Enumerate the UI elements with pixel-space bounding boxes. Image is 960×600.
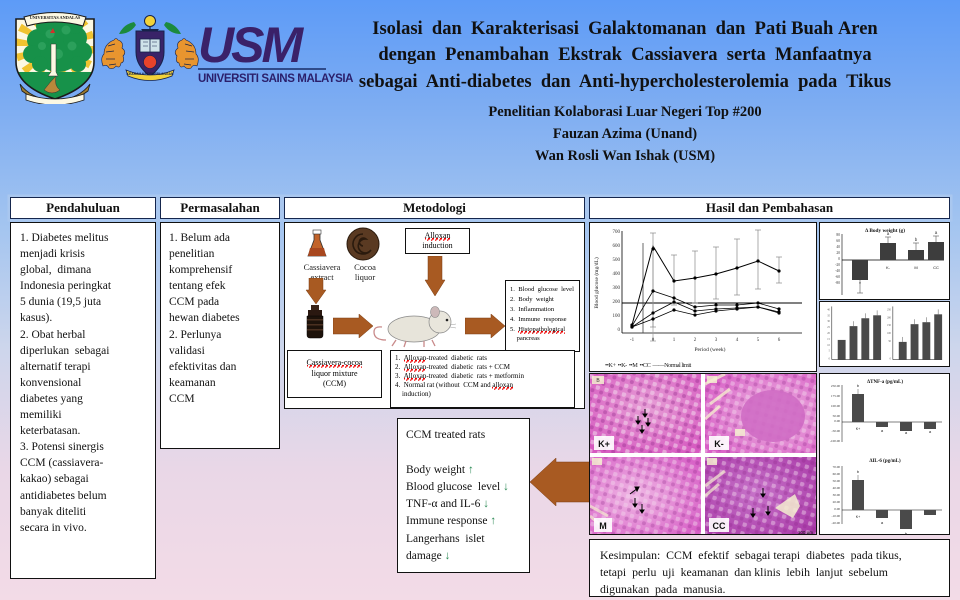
svg-text:-1: -1	[630, 338, 635, 343]
svg-text:-10.00: -10.00	[831, 514, 840, 518]
svg-text:15: 15	[827, 338, 830, 341]
svg-text:20: 20	[836, 251, 840, 255]
svg-text:-40: -40	[835, 269, 840, 273]
svg-text:600: 600	[613, 244, 621, 249]
svg-text:400: 400	[613, 272, 621, 277]
svg-text:1: 1	[673, 338, 676, 343]
svg-text:CC: CC	[713, 521, 726, 531]
svg-text:50.00: 50.00	[833, 479, 841, 483]
svg-text:K-: K-	[714, 439, 724, 449]
svg-text:M: M	[914, 265, 917, 270]
svg-text:100: 100	[613, 314, 621, 319]
svg-text:b: b	[857, 383, 860, 388]
svg-text:25: 25	[827, 326, 830, 329]
svg-text:20.00: 20.00	[833, 500, 841, 504]
svg-text:0.00: 0.00	[834, 419, 840, 423]
svg-text:-20.00: -20.00	[831, 521, 840, 525]
svg-text:0: 0	[618, 328, 621, 333]
svg-text:a: a	[929, 429, 932, 434]
svg-text:b: b	[905, 531, 908, 536]
svg-text:200: 200	[887, 316, 892, 319]
svg-text:M: M	[599, 521, 607, 531]
svg-text:40: 40	[827, 308, 830, 311]
svg-text:a: a	[881, 520, 884, 525]
svg-text:-100.00: -100.00	[830, 439, 841, 443]
svg-text:70.00: 70.00	[833, 465, 841, 469]
svg-text:b: b	[915, 237, 918, 242]
svg-text:K+: K+	[598, 439, 610, 449]
svg-text:a: a	[881, 428, 884, 433]
svg-text:0: 0	[890, 358, 892, 361]
svg-text:500: 500	[613, 258, 621, 263]
svg-text:-50.00: -50.00	[831, 429, 840, 433]
svg-text:3: 3	[715, 338, 718, 343]
svg-text:700: 700	[613, 230, 621, 235]
svg-text:100 µm: 100 µm	[798, 530, 813, 535]
svg-text:60: 60	[836, 239, 840, 243]
svg-text:50: 50	[888, 340, 891, 343]
svg-text:b: b	[857, 469, 860, 474]
svg-text:10: 10	[827, 344, 830, 347]
svg-text:UNIVERSITAS ANDALAS: UNIVERSITAS ANDALAS	[30, 15, 81, 20]
svg-text:Δ Body weight (g): Δ Body weight (g)	[865, 227, 905, 234]
svg-text:ΔTNF-a (pg/mL): ΔTNF-a (pg/mL)	[867, 380, 903, 385]
svg-text:20: 20	[827, 332, 830, 335]
svg-text:200: 200	[613, 300, 621, 305]
svg-text:30: 30	[827, 320, 830, 323]
svg-text:K+: K+	[856, 427, 861, 431]
svg-text:100.00: 100.00	[831, 404, 840, 408]
svg-text:KEARAH KECEMERLANGAN: KEARAH KECEMERLANGAN	[127, 72, 174, 76]
svg-text:Blood glucose (mg/dL): Blood glucose (mg/dL)	[593, 257, 600, 308]
svg-text:60.00: 60.00	[833, 472, 841, 476]
svg-text:0.00: 0.00	[834, 507, 840, 511]
svg-text:K-: K-	[886, 265, 891, 270]
svg-text:5: 5	[757, 338, 760, 343]
svg-text:-20: -20	[835, 263, 840, 267]
svg-text:5: 5	[829, 350, 831, 353]
svg-text:4: 4	[736, 338, 739, 343]
svg-text:-60: -60	[835, 275, 840, 279]
svg-text:*: *	[859, 282, 861, 288]
svg-text:300: 300	[613, 286, 621, 291]
svg-text:150: 150	[887, 324, 892, 327]
svg-text:100: 100	[887, 332, 892, 335]
svg-text:0: 0	[838, 257, 840, 261]
svg-text:Period (week): Period (week)	[694, 346, 725, 353]
svg-text:-80: -80	[835, 281, 840, 285]
svg-text:250: 250	[887, 308, 892, 311]
svg-text:250.00: 250.00	[831, 384, 840, 388]
svg-text:50.00: 50.00	[833, 414, 841, 418]
svg-text:CC: CC	[933, 265, 939, 270]
svg-text:80: 80	[836, 233, 840, 237]
svg-text:ΔIL-6 (pg/mL): ΔIL-6 (pg/mL)	[869, 459, 901, 464]
svg-text:175.00: 175.00	[831, 394, 840, 398]
svg-text:40: 40	[836, 245, 840, 249]
svg-text:35: 35	[827, 314, 830, 317]
svg-text:6: 6	[778, 338, 781, 343]
svg-text:40.00: 40.00	[833, 486, 841, 490]
svg-text:30.00: 30.00	[833, 493, 841, 497]
svg-text:0: 0	[829, 358, 831, 361]
svg-text:K+: K+	[856, 515, 861, 519]
svg-text:a: a	[935, 230, 938, 235]
svg-text:2: 2	[694, 338, 697, 343]
